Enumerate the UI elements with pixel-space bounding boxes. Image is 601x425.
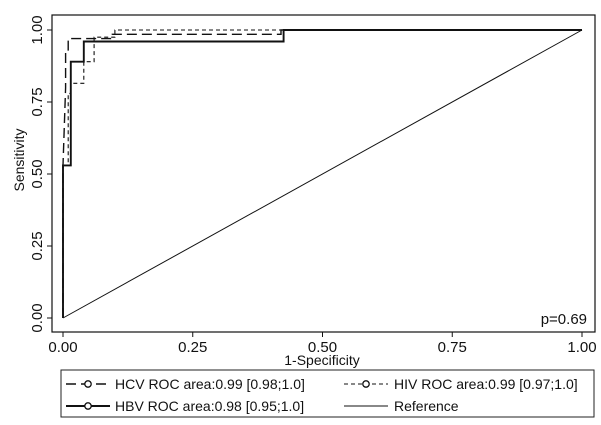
- x-tick-label: 0.50: [308, 339, 337, 356]
- x-tick-label: 0.25: [178, 339, 207, 356]
- x-tick-label: 1.00: [567, 339, 596, 356]
- legend-label-hbv: HBV ROC area:0.98 [0.95;1.0]: [115, 398, 304, 414]
- legend: HCV ROC area:0.99 [0.98;1.0] HIV ROC are…: [60, 369, 595, 418]
- reference-line: [62, 29, 583, 319]
- p-value-annotation: p=0.69: [541, 311, 587, 328]
- y-axis-title: Sensitivity: [11, 128, 27, 191]
- legend-label-hiv: HIV ROC area:0.99 [0.97;1.0]: [394, 376, 578, 392]
- roc-curve-hbv: [62, 29, 582, 318]
- legend-swatch-hiv-marker: [362, 380, 370, 388]
- x-tick-label: 0.75: [438, 339, 467, 356]
- legend-label-reference: Reference: [394, 398, 459, 414]
- roc-curve-hcv: [62, 29, 582, 318]
- y-tick-label: 0.00: [29, 303, 46, 332]
- legend-swatch-hbv-marker: [84, 402, 92, 410]
- y-tick-label: 1.00: [29, 15, 46, 44]
- legend-swatch-hcv-marker: [84, 380, 92, 388]
- x-tick-label: 0.00: [48, 339, 77, 356]
- y-tick-label: 0.50: [29, 159, 46, 188]
- y-tick-label: 0.75: [29, 87, 46, 116]
- legend-frame: [60, 369, 595, 418]
- plot-area: 0.000.00 0.25 0.25 0.50 0.50 0.75 0.75 1.00 1.00: [29, 14, 597, 356]
- legend-label-hcv: HCV ROC area:0.99 [0.98;1.0]: [115, 376, 305, 392]
- y-tick-label: 0.25: [29, 231, 46, 260]
- x-axis-title: 1-Specificity: [284, 352, 359, 368]
